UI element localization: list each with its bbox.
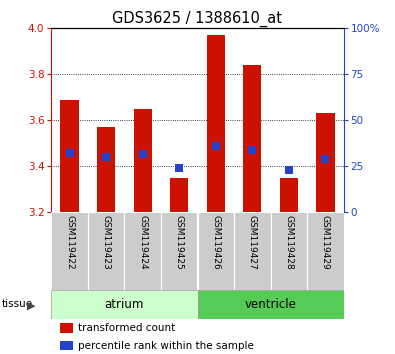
Text: ▶: ▶ (27, 300, 36, 310)
Bar (271, 212, 307, 290)
Text: percentile rank within the sample: percentile rank within the sample (78, 341, 254, 350)
Text: GSM119423: GSM119423 (102, 215, 111, 269)
Bar (198, 290, 344, 319)
Text: atrium: atrium (105, 298, 144, 311)
Bar (280, 178, 298, 212)
Bar (234, 212, 271, 290)
Bar (207, 35, 225, 212)
Bar (198, 212, 234, 290)
Text: GSM119428: GSM119428 (284, 215, 293, 269)
Text: GSM119427: GSM119427 (248, 215, 257, 269)
Bar (243, 65, 261, 212)
Bar (316, 113, 335, 212)
Bar (51, 212, 88, 290)
Bar (124, 212, 161, 290)
Text: tissue: tissue (2, 299, 33, 309)
Text: GSM119425: GSM119425 (175, 215, 184, 269)
Text: transformed count: transformed count (78, 323, 175, 333)
Title: GDS3625 / 1388610_at: GDS3625 / 1388610_at (113, 11, 282, 27)
Text: GSM119429: GSM119429 (321, 215, 330, 269)
Bar (161, 212, 198, 290)
Text: GSM119424: GSM119424 (138, 215, 147, 269)
Bar (60, 99, 79, 212)
Bar (97, 127, 115, 212)
Bar (170, 178, 188, 212)
Text: GSM119426: GSM119426 (211, 215, 220, 269)
Text: GSM119422: GSM119422 (65, 215, 74, 269)
Bar (60, 341, 73, 350)
Bar (88, 212, 124, 290)
Text: ventricle: ventricle (245, 298, 297, 311)
Bar (60, 323, 73, 333)
Bar (51, 290, 198, 319)
Bar (134, 109, 152, 212)
Bar (307, 212, 344, 290)
